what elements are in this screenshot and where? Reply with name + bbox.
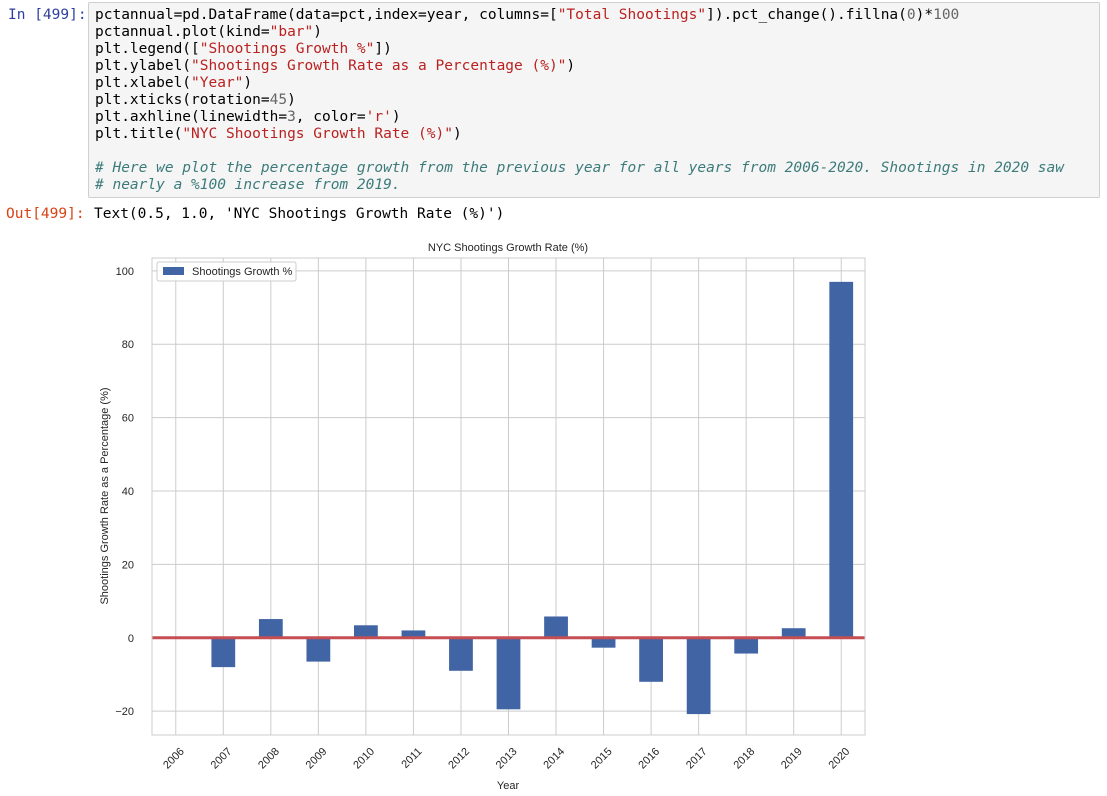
x-tick-label: 2014 bbox=[541, 746, 567, 772]
bar bbox=[496, 637, 521, 710]
input-prompt: In [499]: bbox=[8, 7, 87, 23]
code-token: ]).pct_change().fillna( bbox=[706, 7, 907, 23]
code-token: ) bbox=[287, 92, 296, 108]
x-tick-label: 2007 bbox=[209, 746, 235, 772]
code-token: plt.xlabel( bbox=[95, 75, 192, 91]
code-line: pctannual.plot(kind="bar") bbox=[95, 24, 322, 40]
bar bbox=[449, 637, 473, 671]
y-tick-label: 100 bbox=[116, 266, 134, 278]
code-token: 'r' bbox=[365, 109, 392, 125]
legend-box bbox=[156, 261, 297, 282]
x-tick-label: 2015 bbox=[589, 746, 615, 772]
code-token: 3 bbox=[287, 109, 296, 125]
code-token: plt.xticks(rotation= bbox=[95, 92, 270, 108]
code-token: "Shootings Growth %" bbox=[199, 41, 375, 57]
code-token: 45 bbox=[269, 92, 288, 108]
code-line: plt.xticks(rotation=45) bbox=[95, 92, 296, 108]
bar bbox=[258, 619, 283, 638]
code-line: plt.legend(["Shootings Growth %"]) bbox=[95, 41, 392, 57]
code-token: 100 bbox=[933, 7, 960, 23]
code-token: "Year" bbox=[191, 75, 244, 91]
bar bbox=[354, 625, 378, 638]
bar bbox=[639, 637, 663, 682]
legend: Shootings Growth % bbox=[156, 261, 297, 282]
code-token: ) bbox=[452, 126, 462, 142]
bar bbox=[211, 637, 236, 668]
code-line: # Here we plot the percentage growth fro… bbox=[95, 160, 1064, 176]
code-token: "Shootings Growth Rate as a Percentage (… bbox=[191, 58, 567, 74]
x-tick-label: 2013 bbox=[494, 746, 520, 772]
x-tick-label: 2020 bbox=[827, 746, 853, 772]
code-token: 0 bbox=[906, 7, 916, 23]
bar bbox=[829, 281, 854, 638]
bar bbox=[734, 637, 759, 654]
code-token: , color= bbox=[295, 109, 366, 125]
code-line: plt.ylabel("Shootings Growth Rate as a P… bbox=[95, 58, 575, 74]
code-cell-input[interactable]: pctannual=pd.DataFrame(data=pct,index=ye… bbox=[88, 2, 1100, 198]
chart-title: NYC Shootings Growth Rate (%) bbox=[428, 242, 588, 254]
legend-label: Shootings Growth % bbox=[192, 266, 292, 278]
code-token: plt.axhline(linewidth= bbox=[95, 109, 288, 125]
code-token: "NYC Shootings Growth Rate (%)" bbox=[182, 126, 453, 142]
y-tick-label: 0 bbox=[128, 633, 134, 645]
code-line: plt.xlabel("Year") bbox=[95, 75, 252, 91]
y-tick-label: 40 bbox=[122, 486, 134, 498]
code-token: ) bbox=[566, 58, 576, 74]
code-line: plt.axhline(linewidth=3, color='r') bbox=[95, 109, 401, 125]
code-token: )* bbox=[915, 7, 934, 23]
y-axis-label: Shootings Growth Rate as a Percentage (%… bbox=[99, 387, 111, 604]
code-line: plt.title("NYC Shootings Growth Rate (%)… bbox=[95, 126, 462, 142]
bar bbox=[781, 628, 806, 638]
code-token: "Total Shootings" bbox=[557, 7, 707, 23]
x-tick-label: 2008 bbox=[256, 746, 282, 772]
code-token: plt.ylabel( bbox=[95, 58, 192, 74]
y-tick-label: 80 bbox=[122, 339, 134, 351]
legend-swatch bbox=[163, 267, 184, 275]
code-token: ]) bbox=[374, 41, 392, 57]
y-tick-label: 20 bbox=[122, 559, 134, 571]
code-token: plt.legend([ bbox=[95, 41, 200, 57]
code-token: pctannual=pd.DataFrame(data=pct,index=ye… bbox=[95, 7, 558, 23]
x-tick-label: 2017 bbox=[684, 746, 710, 772]
x-tick-label: 2018 bbox=[731, 746, 757, 772]
x-tick-label: 2006 bbox=[161, 746, 187, 772]
x-tick-label: 2019 bbox=[779, 746, 805, 772]
output-text: Text(0.5, 1.0, 'NYC Shootings Growth Rat… bbox=[94, 206, 505, 222]
plot-frame bbox=[151, 257, 866, 736]
code-token: ) bbox=[391, 109, 401, 125]
x-tick-label: 2012 bbox=[446, 746, 472, 772]
x-tick-label: 2011 bbox=[399, 746, 424, 771]
output-prompt: Out[499]: bbox=[6, 206, 85, 222]
x-axis-label: Year bbox=[497, 780, 520, 792]
y-tick-label: 60 bbox=[122, 413, 134, 425]
bar bbox=[306, 637, 331, 662]
code-line: pctannual=pd.DataFrame(data=pct,index=ye… bbox=[95, 7, 959, 23]
x-tick-label: 2009 bbox=[304, 746, 330, 772]
bar bbox=[591, 637, 616, 648]
code-token: ) bbox=[313, 24, 322, 40]
code-token: plt.title( bbox=[95, 126, 183, 142]
bar bbox=[401, 630, 426, 638]
code-token: "bar" bbox=[269, 24, 314, 40]
bar bbox=[686, 637, 711, 715]
code-token: # Here we plot the percentage growth fro… bbox=[95, 160, 1065, 176]
code-token: ) bbox=[243, 75, 253, 91]
y-tick-label: −20 bbox=[115, 706, 134, 718]
bar bbox=[544, 616, 568, 638]
code-line: # nearly a %100 increase from 2019. bbox=[95, 177, 401, 193]
x-tick-label: 2016 bbox=[636, 746, 662, 772]
code-token: pctannual.plot(kind= bbox=[95, 24, 270, 40]
code-editor[interactable]: pctannual=pd.DataFrame(data=pct,index=ye… bbox=[95, 7, 1064, 194]
code-token: # nearly a %100 increase from 2019. bbox=[95, 177, 401, 193]
x-tick-label: 2010 bbox=[351, 746, 377, 772]
